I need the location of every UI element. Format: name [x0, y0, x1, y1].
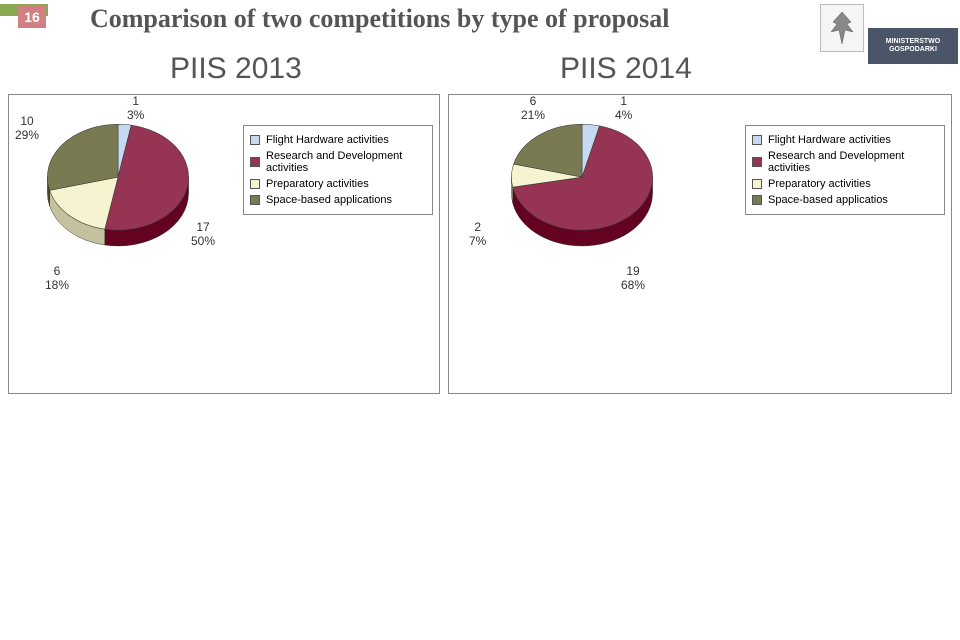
legend-2013: Flight Hardware activities Research and …	[243, 125, 433, 215]
label-2013-space: 1029%	[15, 115, 39, 143]
swatch-flight-icon	[752, 135, 762, 145]
legend-item: Space-based applicatios	[752, 194, 938, 206]
legend-item: Flight Hardware activities	[752, 134, 938, 146]
eagle-logo	[820, 4, 864, 52]
legend-item: Research and Development activities	[752, 150, 938, 174]
ministry-logo: MINISTERSTWO GOSPODARKI	[868, 28, 958, 64]
legend-item: Flight Hardware activities	[250, 134, 426, 146]
pie-2014	[487, 111, 677, 261]
legend-item: Preparatory activities	[752, 178, 938, 190]
label-2014-flight: 14%	[615, 95, 632, 123]
chart-2013: 13% 1750% 618% 1029% Flight Hardware act…	[8, 94, 440, 394]
legend-item: Preparatory activities	[250, 178, 426, 190]
swatch-rnd-icon	[250, 157, 260, 167]
logo-text-bot: GOSPODARKI	[889, 46, 937, 54]
swatch-prep-icon	[752, 179, 762, 189]
label-2013-rnd: 1750%	[191, 221, 215, 249]
swatch-space-icon	[752, 195, 762, 205]
legend-2014: Flight Hardware activities Research and …	[745, 125, 945, 215]
label-2014-space: 621%	[521, 95, 545, 123]
swatch-rnd-icon	[752, 157, 762, 167]
logo-text-top: MINISTERSTWO	[886, 38, 940, 46]
pie-2013	[23, 111, 213, 261]
label-2013-flight: 13%	[127, 95, 144, 123]
label-2014-rnd: 1968%	[621, 265, 645, 293]
swatch-flight-icon	[250, 135, 260, 145]
legend-item: Space-based applications	[250, 194, 426, 206]
label-2014-prep: 27%	[469, 221, 486, 249]
chart-2014: 14% 1968% 27% 621% Flight Hardware activ…	[448, 94, 952, 394]
year-left: PIIS 2013	[170, 52, 302, 86]
year-right: PIIS 2014	[560, 52, 692, 86]
page-number: 16	[18, 6, 46, 28]
swatch-space-icon	[250, 195, 260, 205]
page-title: Comparison of two competitions by type o…	[90, 4, 669, 34]
swatch-prep-icon	[250, 179, 260, 189]
legend-item: Research and Development activities	[250, 150, 426, 174]
label-2013-prep: 618%	[45, 265, 69, 293]
